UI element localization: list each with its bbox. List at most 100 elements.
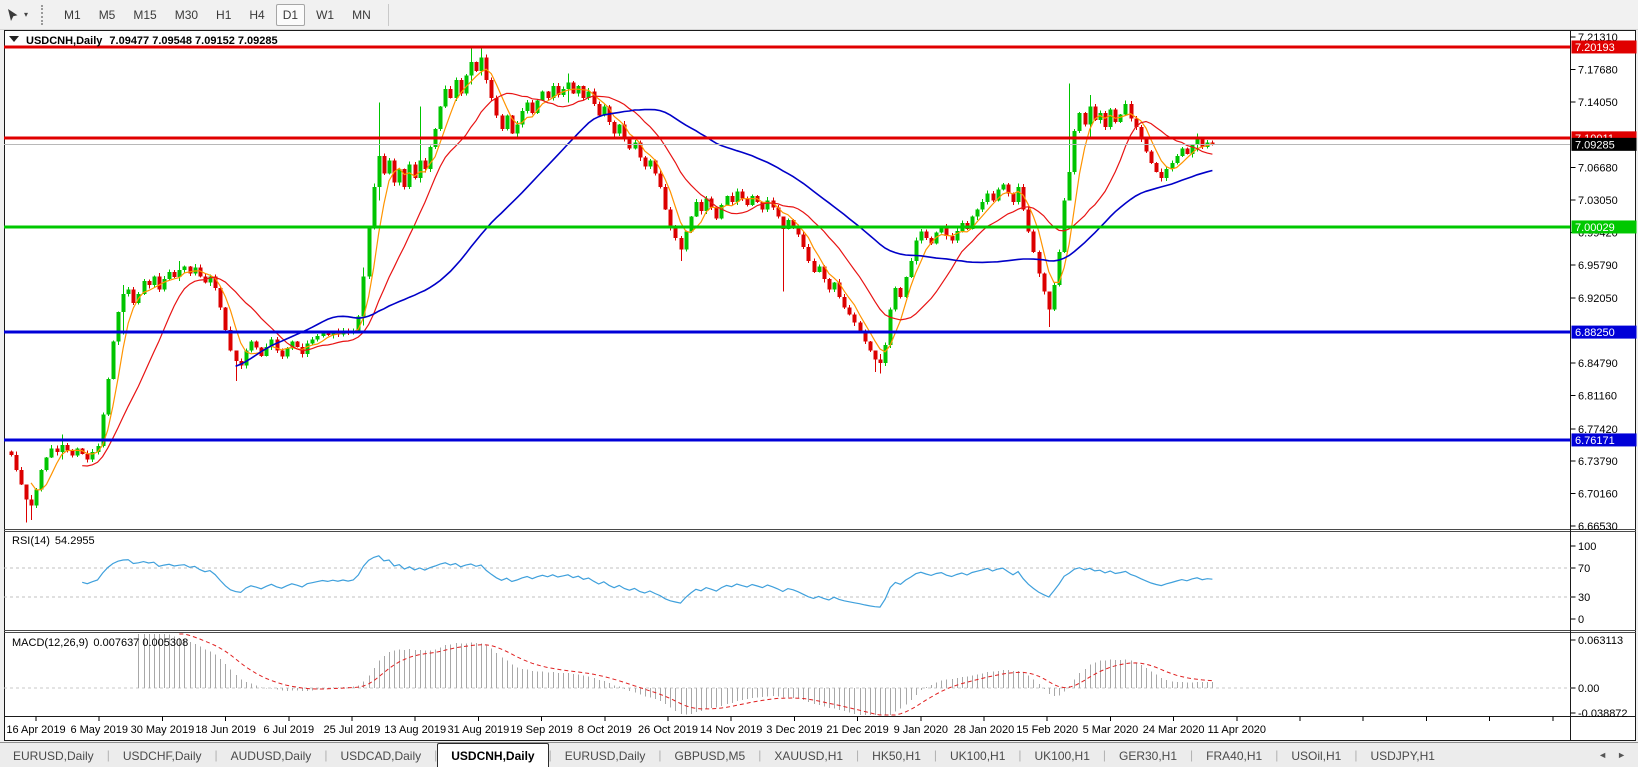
cursor-tool-icon: [8, 8, 18, 21]
chart-tab-FRA40-H1[interactable]: FRA40,H1: [1206, 748, 1263, 763]
chart-tab-EURUSD-Daily[interactable]: EURUSD,Daily: [13, 748, 94, 763]
macd-panel: 0.063113 0.00 -0.038872 MACD(12,26,9) 0.0076…: [4, 633, 1628, 720]
date-tick-label: 30 May 2019: [131, 724, 195, 736]
svg-text:6.88250: 6.88250: [1575, 327, 1615, 339]
macd-label: MACD(12,26,9) 0.007637 0.005308: [12, 637, 188, 649]
price-tick-label: 7.17680: [1578, 64, 1618, 76]
chart-tab-USDCAD-Daily[interactable]: USDCAD,Daily: [340, 748, 422, 763]
price-tick-label: 6.73790: [1578, 456, 1618, 468]
timeframe-button-M5[interactable]: M5: [98, 7, 116, 22]
tab-separator: |: [214, 748, 218, 762]
price-tick-label: 6.84790: [1578, 358, 1618, 370]
svg-text:7.00029: 7.00029: [1575, 222, 1615, 234]
chart-tab-AUDUSD-Daily[interactable]: AUDUSD,Daily: [230, 748, 312, 763]
moving-average-5[interactable]: [30, 68, 1213, 491]
chart-tab-EURUSD-Daily[interactable]: EURUSD,Daily: [564, 748, 646, 763]
tab-separator: |: [1354, 748, 1358, 762]
chart-tab-USOil-H1[interactable]: USOil,H1: [1291, 748, 1342, 763]
timeframe-button-M30[interactable]: M30: [174, 7, 199, 22]
chart-tab-USDCHF-Daily[interactable]: USDCHF,Daily: [122, 748, 202, 763]
chart-tab-XAUUSD-H1[interactable]: XAUUSD,H1: [774, 748, 844, 763]
macd-signal-line: [179, 633, 1213, 716]
price-tick-label: 6.66530: [1578, 521, 1618, 533]
price-badge-6.88250: 6.88250: [1571, 325, 1637, 339]
price-badge-7.00029: 7.00029: [1571, 220, 1637, 234]
timeframe-button-H1[interactable]: H1: [216, 7, 232, 22]
chart-tab-GBPUSD-M5[interactable]: GBPUSD,M5: [674, 748, 746, 763]
date-tick-label: 5 Mar 2020: [1083, 724, 1139, 736]
tabs-scroll-left-icon[interactable]: ◄: [1598, 750, 1608, 760]
chart-title: USDCNH,Daily 7.09477 7.09548 7.09152 7.09…: [9, 35, 278, 47]
toolbar-grip[interactable]: [41, 4, 47, 25]
chart-title-text: USDCNH,Daily 7.09477 7.09548 7.09152 7.09…: [26, 35, 278, 47]
timeframe-toolbar: ▾ M1 M5 M15 M30 H1 H4 D1 W1 MN: [0, 0, 1638, 30]
tab-separator: |: [1190, 748, 1194, 762]
chart-tab-GER30-H1[interactable]: GER30,H1: [1119, 748, 1178, 763]
tab-separator: |: [106, 748, 110, 762]
price-tick-label: 7.14050: [1578, 97, 1618, 109]
date-tick-label: 16 Apr 2019: [6, 724, 65, 736]
price-tick-label: 6.81160: [1578, 390, 1617, 402]
price-tick-label: 7.06680: [1578, 163, 1618, 175]
moving-average-45[interactable]: [235, 108, 1213, 368]
date-tick-label: 19 Sep 2019: [510, 724, 572, 736]
date-tick-label: 26 Oct 2019: [638, 724, 698, 736]
toolbar-separator: [387, 3, 389, 26]
date-tick-label: 9 Jan 2020: [894, 724, 948, 736]
horizontal-level-lines: [4, 45, 1571, 442]
rsi-line: [82, 555, 1213, 608]
timeframe-button-H4[interactable]: H4: [249, 7, 265, 22]
timeframe-button-M15[interactable]: M15: [133, 7, 157, 22]
chart-frame: [4, 30, 1636, 741]
svg-text:6.76171: 6.76171: [1575, 435, 1615, 447]
timeframe-button-MN[interactable]: MN: [352, 7, 371, 22]
chart-tab-HK50-H1[interactable]: HK50,H1: [872, 748, 921, 763]
chart-tab-USDCNH-Daily[interactable]: USDCNH,Daily: [437, 743, 549, 767]
date-tick-label: 18 Jun 2019: [195, 724, 256, 736]
rsi-label: RSI(14) 54.2955: [12, 535, 95, 547]
price-badge-7.20193: 7.20193: [1571, 40, 1637, 54]
timeframe-button-M1[interactable]: M1: [64, 7, 81, 22]
price-badge-6.76171: 6.76171: [1571, 433, 1637, 447]
chart-tab-bar: EURUSD,Daily | USDCHF,Daily | AUDUSD,Daily | U…: [0, 742, 1638, 767]
collapse-triangle-icon[interactable]: [9, 36, 19, 42]
pane-separators: [4, 30, 1636, 741]
tab-separator: |: [548, 748, 552, 762]
macd-axis-label: -0.038872: [1578, 708, 1628, 720]
cursor-tool-button[interactable]: ▾: [2, 5, 31, 25]
rsi-level-label: 0: [1578, 614, 1584, 626]
timeframe-button-D1[interactable]: D1: [275, 3, 306, 26]
date-tick-label: 11 Apr 2020: [1208, 724, 1267, 736]
tab-separator: |: [1275, 748, 1279, 762]
macd-axis-label: 0.063113: [1578, 635, 1623, 647]
price-chart[interactable]: 7.213107.176807.140507.066807.030506.994…: [0, 30, 1638, 742]
price-tick-label: 6.92050: [1578, 293, 1618, 305]
chart-tab-UK100-H1[interactable]: UK100,H1: [950, 748, 1006, 763]
moving-average-15[interactable]: [82, 92, 1213, 467]
date-tick-label: 3 Dec 2019: [766, 724, 822, 736]
rsi-level-label: 30: [1578, 592, 1590, 604]
date-axis: 16 Apr 2019 6 May 2019 30 May 2019 18 Jun 2…: [6, 716, 1554, 736]
timeframe-button-W1[interactable]: W1: [316, 7, 335, 22]
price-tick-label: 7.03050: [1578, 195, 1618, 207]
price-axis: 7.213107.176807.140507.066807.030506.994…: [1570, 32, 1618, 533]
svg-text:7.20193: 7.20193: [1575, 42, 1615, 54]
tab-separator: |: [434, 748, 438, 762]
tab-separator: |: [933, 748, 937, 762]
date-tick-label: 25 Jul 2019: [324, 724, 381, 736]
date-tick-label: 8 Oct 2019: [578, 724, 632, 736]
rsi-level-label: 100: [1578, 541, 1596, 553]
chart-tab-USDJPY-H1[interactable]: USDJPY,H1: [1370, 748, 1435, 763]
date-tick-label: 15 Feb 2020: [1016, 724, 1078, 736]
tab-separator: |: [658, 748, 662, 762]
tabs-scroll-right-icon[interactable]: ►: [1617, 750, 1626, 760]
price-tick-label: 6.95790: [1578, 260, 1618, 272]
tab-separator: |: [758, 748, 762, 762]
tab-scroll-arrows: ◄ ►: [1598, 743, 1638, 767]
chart-tab-UK100-H1[interactable]: UK100,H1: [1034, 748, 1090, 763]
rsi-panel: 100 70 30 0 RSI(14) 54.2955: [4, 535, 1596, 626]
price-tick-label: 6.77420: [1578, 424, 1618, 436]
date-tick-label: 14 Nov 2019: [700, 724, 762, 736]
date-tick-label: 6 Jul 2019: [263, 724, 314, 736]
